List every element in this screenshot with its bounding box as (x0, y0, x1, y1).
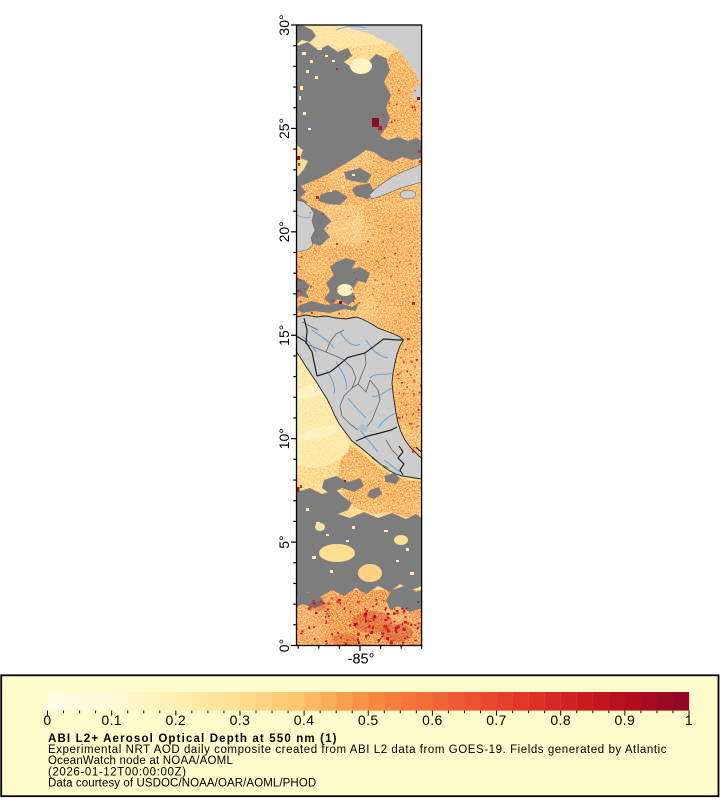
svg-text:1: 1 (685, 712, 693, 728)
svg-text:0.2: 0.2 (165, 712, 186, 728)
svg-text:0°: 0° (276, 639, 292, 652)
svg-text:30°: 30° (276, 14, 292, 35)
svg-text:20°: 20° (276, 221, 292, 242)
svg-text:OceanWatch node at NOAA/AOML: OceanWatch node at NOAA/AOML (48, 755, 233, 767)
svg-text:10°: 10° (276, 428, 292, 449)
svg-text:0.5: 0.5 (358, 712, 379, 728)
svg-text:0.1: 0.1 (101, 712, 122, 728)
svg-text:25°: 25° (276, 118, 292, 139)
svg-text:0.8: 0.8 (550, 712, 571, 728)
svg-text:ABI L2+ Aerosol Optical Depth: ABI L2+ Aerosol Optical Depth at 550 nm … (48, 733, 338, 745)
svg-text:-85°: -85° (348, 652, 375, 668)
svg-text:0: 0 (43, 712, 51, 728)
svg-text:15°: 15° (276, 325, 292, 346)
svg-text:0.3: 0.3 (230, 712, 251, 728)
svg-text:0.7: 0.7 (486, 712, 507, 728)
svg-text:5°: 5° (276, 535, 292, 548)
svg-text:0.6: 0.6 (422, 712, 443, 728)
svg-text:Data courtesy of USDOC/NOAA/OA: Data courtesy of USDOC/NOAA/OAR/AOML/PHO… (48, 777, 316, 789)
svg-text:(2026-01-12T00:00:00Z): (2026-01-12T00:00:00Z) (48, 766, 187, 778)
svg-text:Experimental NRT AOD daily com: Experimental NRT AOD daily composite cre… (48, 744, 667, 756)
svg-text:0.4: 0.4 (294, 712, 315, 728)
svg-text:0.9: 0.9 (615, 712, 636, 728)
